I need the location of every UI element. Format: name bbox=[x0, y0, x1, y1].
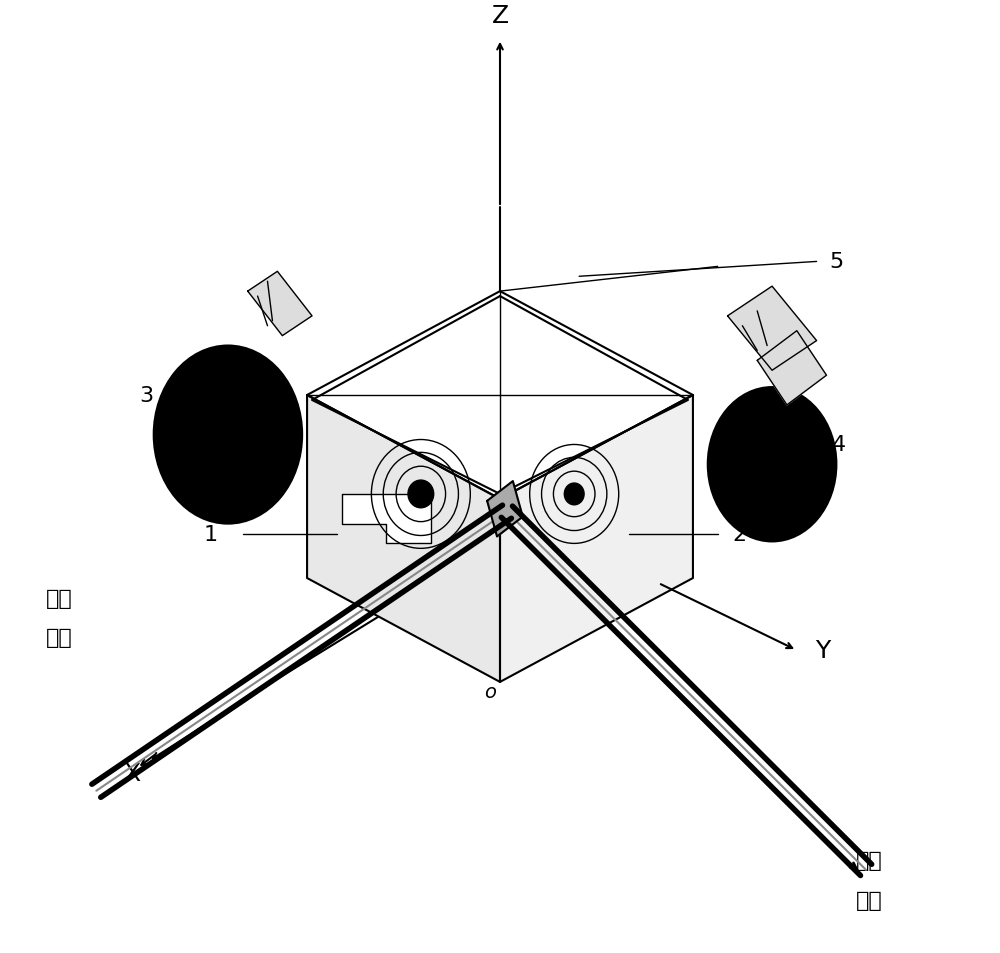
Polygon shape bbox=[307, 292, 693, 499]
Ellipse shape bbox=[708, 388, 836, 542]
Text: o: o bbox=[484, 682, 496, 701]
Text: 入射: 入射 bbox=[46, 588, 73, 608]
Polygon shape bbox=[248, 272, 312, 336]
Text: 4: 4 bbox=[831, 435, 846, 455]
Text: 出射: 出射 bbox=[856, 850, 883, 870]
Ellipse shape bbox=[154, 346, 302, 524]
Text: Z: Z bbox=[491, 4, 509, 28]
Ellipse shape bbox=[408, 480, 434, 508]
Polygon shape bbox=[307, 395, 500, 682]
Text: 2: 2 bbox=[733, 524, 747, 544]
Polygon shape bbox=[757, 332, 826, 405]
Text: Y: Y bbox=[815, 639, 830, 662]
Text: 光束: 光束 bbox=[856, 890, 883, 909]
Ellipse shape bbox=[564, 483, 584, 505]
Polygon shape bbox=[500, 395, 693, 682]
Text: X: X bbox=[123, 761, 141, 785]
Polygon shape bbox=[312, 296, 688, 495]
Text: 3: 3 bbox=[140, 386, 154, 406]
Text: 1: 1 bbox=[204, 524, 218, 544]
Text: 5: 5 bbox=[829, 253, 844, 273]
Polygon shape bbox=[728, 287, 817, 371]
Polygon shape bbox=[342, 495, 431, 544]
Text: 光束: 光束 bbox=[46, 628, 73, 648]
Polygon shape bbox=[487, 481, 523, 537]
